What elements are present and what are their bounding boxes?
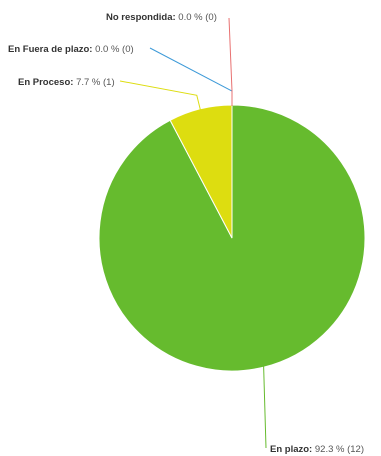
leader-line-en-plazo [263, 366, 267, 449]
slice-labels: En plazo: 92.3 % (12) En Proceso: 7.7 % (… [8, 12, 364, 455]
leader-line-en-fuera-de-plazo [149, 47, 233, 106]
slice-label-en-plazo: En plazo: 92.3 % (12) [270, 444, 364, 455]
leader-line-no-respondida [228, 17, 233, 106]
leader-line-en-proceso [119, 80, 201, 110]
slice-label-no-respondida: No respondida: 0.0 % (0) [106, 12, 217, 23]
pie-slices [98, 104, 366, 372]
slice-label-en-fuera-de-plazo: En Fuera de plazo: 0.0 % (0) [8, 44, 134, 55]
slice-label-en-proceso: En Proceso: 7.7 % (1) [18, 77, 115, 88]
